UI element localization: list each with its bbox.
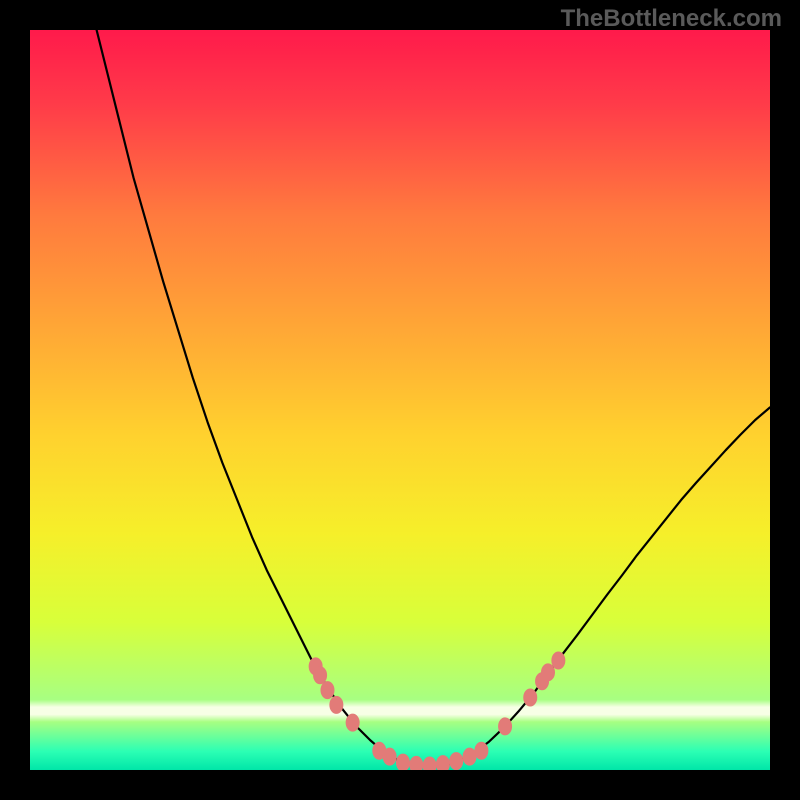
data-marker [498,717,512,735]
data-marker [551,651,565,669]
data-marker [329,696,343,714]
data-marker [396,754,410,772]
watermark-text: TheBottleneck.com [561,5,782,32]
data-marker [523,688,537,706]
plot-gradient-background [30,30,770,770]
data-marker [320,681,334,699]
data-marker [449,752,463,770]
data-marker [313,666,327,684]
chart-container: TheBottleneck.com [0,0,800,800]
data-marker [346,714,360,732]
bottleneck-chart: TheBottleneck.com [0,0,800,800]
data-marker [383,748,397,766]
data-marker [474,742,488,760]
plot-area [30,30,770,775]
